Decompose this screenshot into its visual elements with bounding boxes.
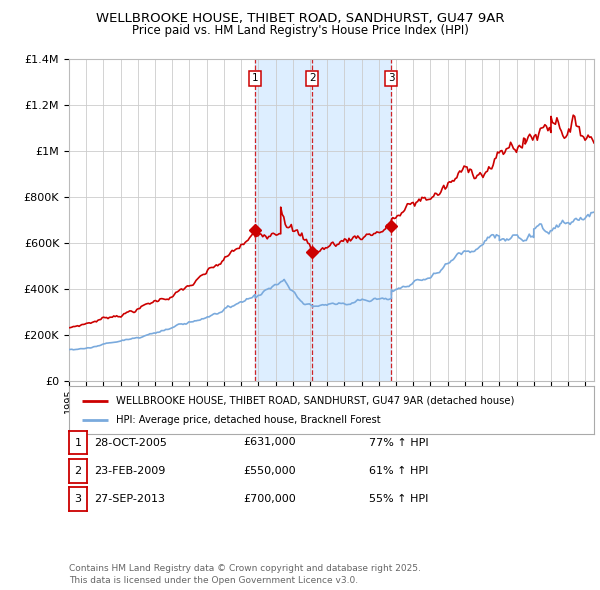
Text: 3: 3 <box>388 74 395 83</box>
Text: 77% ↑ HPI: 77% ↑ HPI <box>369 438 428 447</box>
Text: 28-OCT-2005: 28-OCT-2005 <box>94 438 167 447</box>
Text: 1: 1 <box>74 438 82 447</box>
Text: 61% ↑ HPI: 61% ↑ HPI <box>369 466 428 476</box>
Text: Price paid vs. HM Land Registry's House Price Index (HPI): Price paid vs. HM Land Registry's House … <box>131 24 469 37</box>
Text: 23-FEB-2009: 23-FEB-2009 <box>94 466 166 476</box>
Text: Contains HM Land Registry data © Crown copyright and database right 2025.
This d: Contains HM Land Registry data © Crown c… <box>69 565 421 585</box>
Bar <box>255 59 391 381</box>
Text: 2: 2 <box>74 466 82 476</box>
Text: 1: 1 <box>252 74 259 83</box>
Text: £631,000: £631,000 <box>243 438 296 447</box>
Text: 55% ↑ HPI: 55% ↑ HPI <box>369 494 428 504</box>
Text: WELLBROOKE HOUSE, THIBET ROAD, SANDHURST, GU47 9AR: WELLBROOKE HOUSE, THIBET ROAD, SANDHURST… <box>96 12 504 25</box>
Text: £550,000: £550,000 <box>243 466 296 476</box>
Text: 2: 2 <box>309 74 316 83</box>
Text: WELLBROOKE HOUSE, THIBET ROAD, SANDHURST, GU47 9AR (detached house): WELLBROOKE HOUSE, THIBET ROAD, SANDHURST… <box>116 396 515 405</box>
Text: 3: 3 <box>74 494 82 504</box>
Text: HPI: Average price, detached house, Bracknell Forest: HPI: Average price, detached house, Brac… <box>116 415 381 425</box>
Text: £700,000: £700,000 <box>243 494 296 504</box>
Text: 27-SEP-2013: 27-SEP-2013 <box>94 494 165 504</box>
